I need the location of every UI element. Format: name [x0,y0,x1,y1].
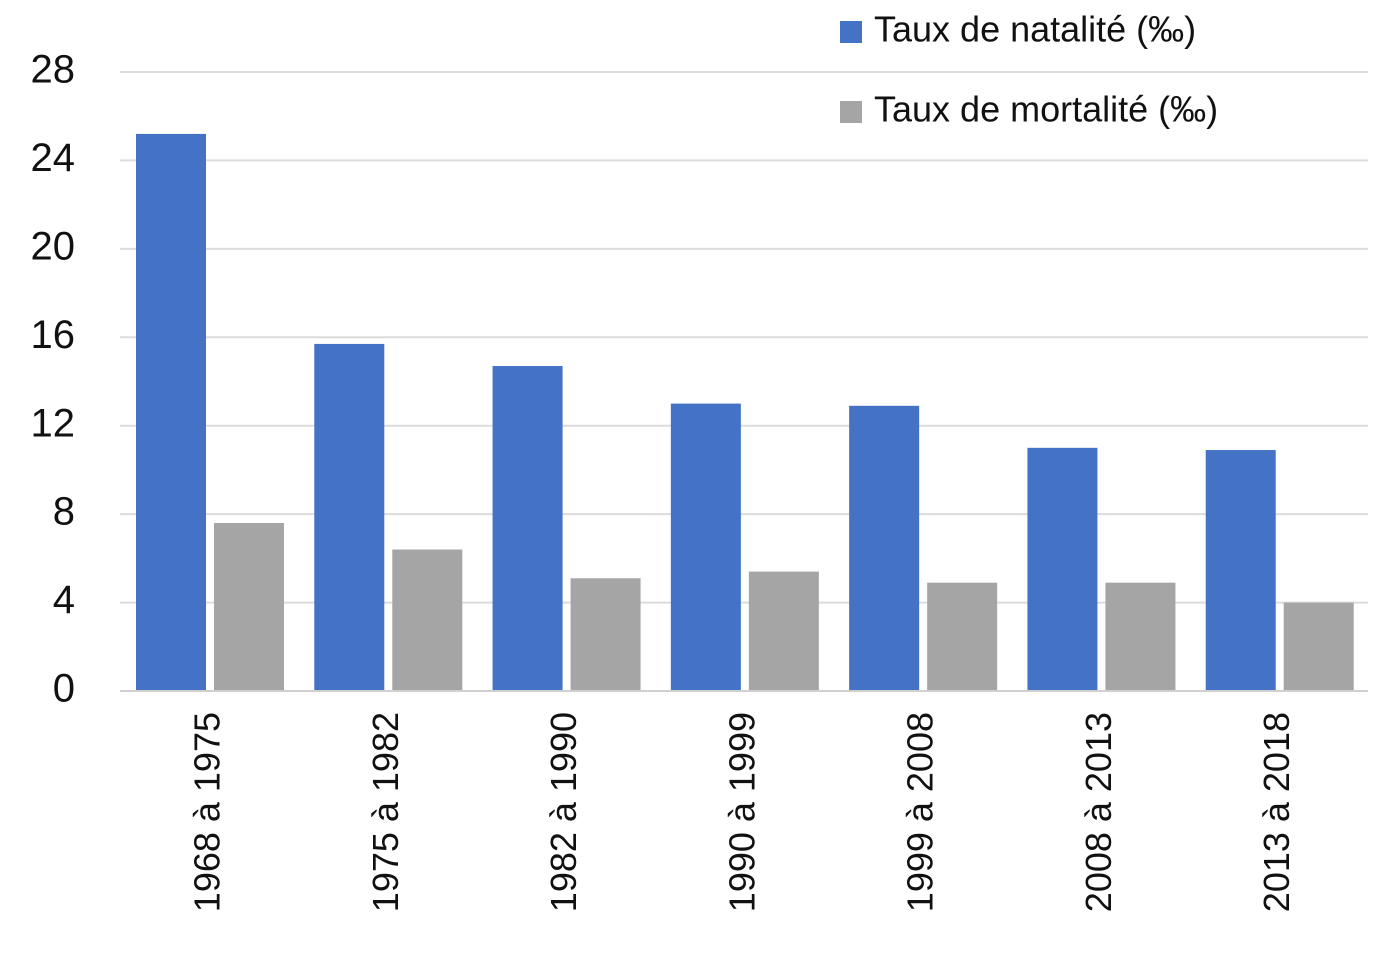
y-tick-label: 8 [53,490,75,534]
bar [1205,450,1276,691]
legend-swatch [840,21,862,43]
bar [214,522,284,691]
y-tick-label: 0 [53,667,75,711]
x-tick-label: 1990 à 1999 [721,712,762,912]
y-tick-label: 24 [31,136,76,180]
y-tick-label: 16 [31,313,76,357]
bar [849,405,920,691]
x-tick-label: 1975 à 1982 [365,712,406,912]
legend-swatch [840,101,862,123]
y-tick-label: 12 [31,401,76,445]
bar [748,571,819,691]
x-tick-label: 2013 à 2018 [1256,712,1297,912]
bar [1105,582,1176,691]
bar [927,582,998,691]
bar [570,578,641,691]
x-tick-label: 1968 à 1975 [187,712,228,912]
x-tick-label: 1999 à 2008 [900,712,941,912]
x-tick-label: 2008 à 2013 [1078,712,1119,912]
legend-label: Taux de natalité (‰) [874,9,1196,50]
y-tick-label: 28 [31,48,76,92]
bar [136,133,206,691]
y-tick-label: 4 [53,578,75,622]
bar [492,366,563,691]
y-tick-label: 20 [31,224,76,268]
bar [670,403,741,691]
x-tick-label: 1982 à 1990 [543,712,584,912]
bar [1283,602,1354,691]
bar [314,343,385,691]
bar [392,549,463,691]
bar [1027,447,1098,691]
legend-label: Taux de mortalité (‰) [874,89,1218,130]
